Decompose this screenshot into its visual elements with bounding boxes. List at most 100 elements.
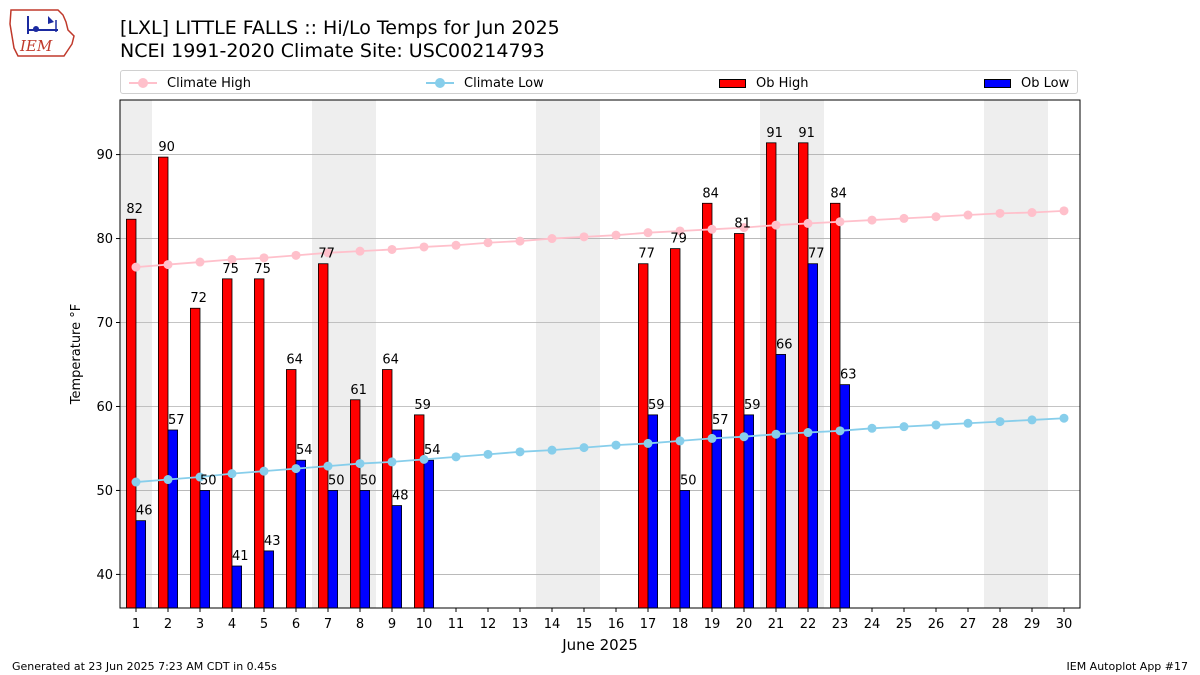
ob-low-bar-label: 63 xyxy=(840,368,857,383)
climate-low-point xyxy=(707,433,717,443)
x-tick-label: 4 xyxy=(228,617,236,632)
ob-low-bar-label: 57 xyxy=(168,413,185,428)
climate-high-point xyxy=(643,228,653,238)
ob-high-bar-label: 75 xyxy=(222,262,239,277)
x-tick-label: 25 xyxy=(896,617,913,632)
ob-high-bar-label: 84 xyxy=(830,186,847,201)
climate-low-point xyxy=(1059,413,1069,423)
ob-high-bar xyxy=(670,248,681,609)
iem-logo: IEM xyxy=(9,9,75,57)
ob-high-bar-label: 72 xyxy=(190,291,207,306)
ob-high-bar-label: 77 xyxy=(638,247,655,262)
climate-low-point xyxy=(195,472,205,482)
climate-high-point xyxy=(227,255,237,265)
climate-low-point xyxy=(931,420,941,430)
climate-high-point xyxy=(547,234,557,244)
ob-high-bar xyxy=(317,263,329,609)
x-tick-label: 19 xyxy=(704,617,721,632)
ob-low-bar xyxy=(775,354,787,609)
ob-high-bar-label: 64 xyxy=(382,353,399,368)
x-tick-label: 1 xyxy=(132,617,140,632)
legend-line-icon xyxy=(129,78,157,88)
ob-high-bar-label: 61 xyxy=(350,383,367,398)
ob-low-bar-label: 50 xyxy=(328,473,345,488)
x-tick-label: 21 xyxy=(768,617,785,632)
climate-low-point xyxy=(739,432,749,442)
y-tick-label: 50 xyxy=(96,484,113,499)
ob-low-bar xyxy=(359,490,371,609)
climate-high-point xyxy=(131,262,141,272)
climate-low-point xyxy=(387,457,397,467)
x-tick-label: 7 xyxy=(324,617,332,632)
x-tick-label: 13 xyxy=(512,617,529,632)
y-tick-label: 40 xyxy=(96,568,113,583)
weekend-shade xyxy=(1016,100,1048,608)
ob-low-bar-label: 50 xyxy=(360,473,377,488)
climate-high-point xyxy=(803,218,813,228)
legend-item-climate-high: Climate High xyxy=(129,74,251,92)
ob-high-bar xyxy=(381,369,393,609)
climate-low-point xyxy=(291,464,301,474)
plot-frame xyxy=(119,99,1081,609)
ob-low-bar-label: 54 xyxy=(296,443,313,458)
legend-label: Climate High xyxy=(167,75,252,91)
x-tick-label: 17 xyxy=(640,617,657,632)
x-tick-label: 18 xyxy=(672,617,689,632)
climate-high-point xyxy=(259,253,269,263)
x-tick-label: 12 xyxy=(480,617,497,632)
climate-high-point xyxy=(1059,206,1069,216)
ob-low-bar-label: 77 xyxy=(808,247,825,262)
ob-high-bar xyxy=(285,369,297,609)
logo-text: IEM xyxy=(19,37,53,55)
y-axis-label: Temperature °F xyxy=(69,304,84,405)
x-tick-label: 2 xyxy=(164,617,172,632)
climate-low-point xyxy=(227,469,237,479)
climate-low-point xyxy=(803,428,813,438)
ob-low-bar xyxy=(839,384,851,609)
climate-high-point xyxy=(579,232,589,242)
ob-low-bar xyxy=(391,505,403,609)
legend-item-climate-low: Climate Low xyxy=(426,74,544,92)
ob-low-bar-label: 46 xyxy=(136,504,153,519)
x-tick-label: 28 xyxy=(992,617,1009,632)
climate-high-point xyxy=(611,230,621,240)
ob-low-bar-label: 43 xyxy=(264,534,281,549)
x-tick-label: 27 xyxy=(960,617,977,632)
y-tick-label: 70 xyxy=(96,316,113,331)
ob-low-bar-label: 50 xyxy=(680,473,697,488)
ob-high-bar xyxy=(798,142,809,609)
ob-low-bar xyxy=(423,459,435,609)
climate-high-point xyxy=(323,248,333,258)
x-axis-label: June 2025 xyxy=(561,636,638,654)
chart-title: [LXL] LITTLE FALLS :: Hi/Lo Temps for Ju… xyxy=(120,17,560,39)
ob-low-bar xyxy=(743,414,755,609)
ob-low-bar-label: 59 xyxy=(744,398,761,413)
ob-high-bar xyxy=(126,218,137,609)
climate-high-point xyxy=(483,238,493,248)
climate-high-point xyxy=(995,208,1005,218)
climate-high-point xyxy=(899,213,909,223)
ob-low-bar-label: 54 xyxy=(424,443,441,458)
ob-high-bar-label: 91 xyxy=(798,126,815,141)
x-tick-label: 14 xyxy=(544,617,561,632)
climate-low-point xyxy=(995,417,1005,427)
chart-subtitle: NCEI 1991-2020 Climate Site: USC00214793 xyxy=(120,40,545,62)
climate-high-point xyxy=(163,260,173,270)
legend-item-ob-low: Ob Low xyxy=(984,74,1069,92)
climate-low-point xyxy=(483,449,493,459)
climate-high-point xyxy=(963,210,973,220)
legend-swatch-icon xyxy=(984,78,1011,88)
ob-high-bar-label: 77 xyxy=(318,247,335,262)
climate-low-point xyxy=(515,447,525,457)
legend-item-ob-high: Ob High xyxy=(719,74,809,92)
ob-high-bar xyxy=(253,278,265,609)
x-tick-label: 22 xyxy=(800,617,817,632)
x-tick-label: 24 xyxy=(864,617,881,632)
ob-low-bar xyxy=(167,429,179,609)
climate-low-point xyxy=(611,440,621,450)
ob-low-bar xyxy=(199,490,211,609)
climate-high-line xyxy=(135,209,1065,268)
app-credit: IEM Autoplot App #17 xyxy=(1066,660,1189,673)
climate-high-point xyxy=(419,242,429,252)
